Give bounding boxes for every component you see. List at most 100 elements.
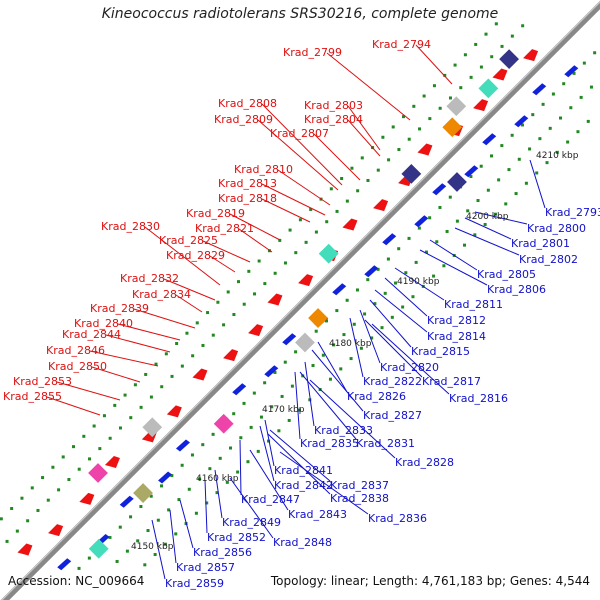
reverse-gene-label: Krad_2828 <box>395 456 454 469</box>
tick-mark <box>500 44 504 48</box>
forward-gene-label: Krad_2832 <box>120 272 179 285</box>
tick-mark <box>311 364 315 368</box>
reverse-leader-line <box>229 477 274 539</box>
forward-leader-line <box>277 169 331 206</box>
reverse-leader-line <box>454 227 520 256</box>
reverse-gene-label: Krad_2816 <box>449 392 508 405</box>
genome-title: Kineococcus radiotolerans SRS30216, comp… <box>101 6 499 22</box>
tick-mark <box>108 535 112 539</box>
reverse-gene-label: Krad_2793 <box>545 206 600 219</box>
reverse-gene-label: Krad_2801 <box>511 237 570 250</box>
cog-block-grey <box>142 417 163 438</box>
reverse-leader-line <box>464 217 512 240</box>
tick-mark <box>98 447 102 451</box>
tick-mark <box>190 453 194 457</box>
reverse-gene-arrow <box>382 233 397 246</box>
reverse-gene-arrow <box>232 383 247 396</box>
tick-mark <box>463 53 467 57</box>
tick-mark <box>435 240 439 244</box>
tick-mark <box>394 281 398 285</box>
tick-mark <box>82 434 86 438</box>
reverse-gene-arrow <box>282 333 297 346</box>
reverse-leader-line <box>349 317 364 378</box>
tick-mark <box>531 113 535 117</box>
tick-mark <box>294 251 298 255</box>
tick-mark <box>340 177 344 181</box>
tick-mark <box>232 313 236 317</box>
reverse-leader-line <box>529 159 546 209</box>
reverse-gene-label: Krad_2817 <box>422 375 481 388</box>
tick-mark <box>428 216 432 220</box>
tick-mark <box>36 508 40 512</box>
forward-gene-label: Krad_2853 <box>13 375 72 388</box>
tick-mark <box>555 150 559 154</box>
tick-mark <box>414 260 418 264</box>
tick-mark <box>401 305 405 309</box>
tick-mark <box>232 412 236 416</box>
forward-gene-arrow <box>373 199 389 212</box>
forward-leader-line <box>163 278 216 301</box>
forward-leader-line <box>209 255 236 273</box>
forward-leader-line <box>261 198 311 223</box>
tick-mark <box>541 102 545 106</box>
tick-mark <box>521 24 525 28</box>
tick-mark <box>88 457 92 461</box>
forward-leader-line <box>261 183 326 216</box>
tick-mark <box>484 32 488 36</box>
tick-mark <box>87 556 91 560</box>
cog-block-pink <box>213 413 234 434</box>
cog-block-teal <box>478 78 499 99</box>
forward-gene-label: Krad_2813 <box>218 177 277 190</box>
reverse-gene-arrow <box>158 471 173 484</box>
tick-mark <box>432 84 436 88</box>
forward-gene-label: Krad_2821 <box>195 222 254 235</box>
tick-mark <box>404 271 408 275</box>
tick-mark <box>314 230 318 234</box>
tick-mark <box>349 357 353 361</box>
forward-leader-line <box>144 226 221 286</box>
tick-mark <box>267 439 271 443</box>
reverse-gene-label: Krad_2814 <box>427 330 486 343</box>
tick-mark <box>226 290 230 294</box>
reverse-gene-label: Krad_2859 <box>165 577 224 590</box>
forward-gene-label: Krad_2850 <box>48 360 107 373</box>
tick-mark <box>175 342 179 346</box>
forward-leader-line <box>202 240 251 263</box>
reverse-gene-arrow <box>264 365 279 378</box>
reverse-gene-label: Krad_2836 <box>368 512 427 525</box>
tick-mark <box>376 267 380 271</box>
reverse-leader-line <box>267 433 331 495</box>
tick-mark <box>139 505 143 509</box>
forward-leader-line <box>56 381 121 401</box>
tick-mark <box>593 51 597 55</box>
forward-leader-line <box>415 44 453 85</box>
tick-mark <box>160 385 164 389</box>
tick-mark <box>283 261 287 265</box>
tick-mark <box>92 424 96 428</box>
tick-mark <box>67 478 71 482</box>
tick-mark <box>517 157 521 161</box>
reverse-leader-line <box>294 371 301 440</box>
tick-mark <box>428 117 432 121</box>
reverse-gene-arrow <box>414 215 429 228</box>
reverse-leader-line <box>369 299 412 348</box>
tick-mark <box>118 525 122 529</box>
tick-mark <box>263 381 267 385</box>
forward-gene-arrow <box>104 455 120 468</box>
reverse-gene-label: Krad_2831 <box>356 437 415 450</box>
reverse-leader-line <box>214 469 223 519</box>
tick-mark <box>139 405 143 409</box>
tick-mark <box>432 274 436 278</box>
tick-mark <box>352 322 356 326</box>
tick-mark <box>493 212 497 216</box>
reverse-gene-label: Krad_2857 <box>176 561 235 574</box>
tick-mark <box>350 166 354 170</box>
reverse-leader-line <box>259 425 275 482</box>
forward-gene-label: Krad_2810 <box>234 163 293 176</box>
tick-mark <box>287 418 291 422</box>
reverse-gene-arrow <box>564 65 579 78</box>
reverse-leader-line <box>249 449 289 511</box>
tick-mark <box>154 362 158 366</box>
tick-mark <box>370 336 374 340</box>
